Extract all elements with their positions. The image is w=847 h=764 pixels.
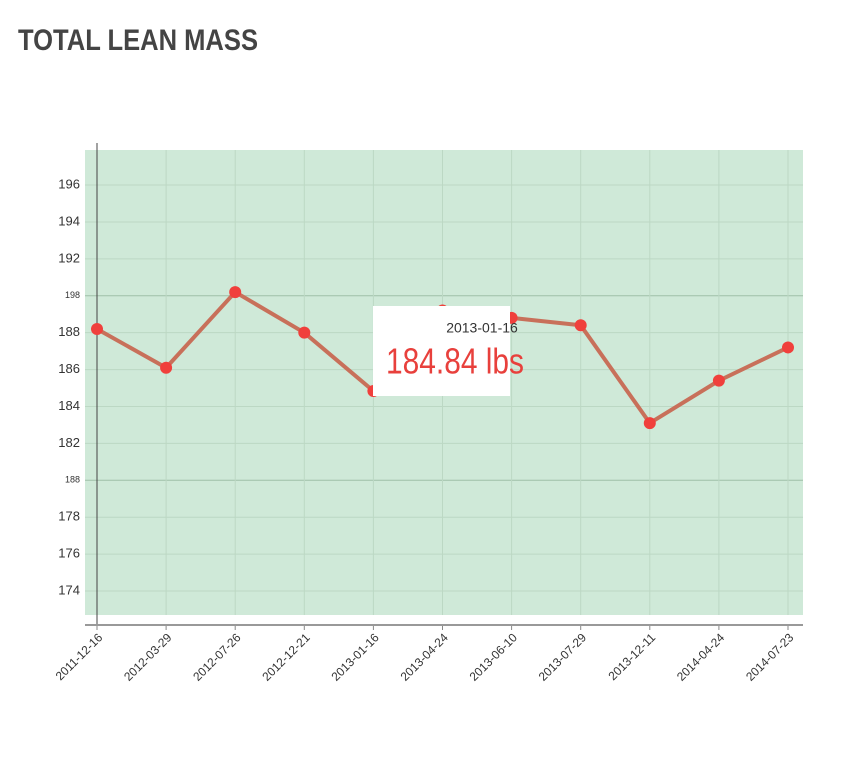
x-tick-label: 2012-07-26 [190, 630, 244, 684]
y-tick-label: 184 [58, 398, 80, 413]
marker [643, 417, 656, 430]
y-tick-label: 198 [65, 290, 80, 300]
marker [298, 326, 311, 339]
chart-title: TOTAL LEAN MASS [18, 24, 258, 57]
tooltip-date: 2013-01-16 [446, 320, 518, 336]
y-tick-label: 176 [58, 546, 80, 561]
y-tick-label: 182 [58, 435, 80, 450]
marker [91, 322, 103, 335]
x-tick-label: 2013-01-16 [328, 630, 382, 684]
x-tick-label: 2012-03-29 [121, 630, 175, 684]
marker [712, 374, 725, 387]
tooltip: 2013-01-16 184.84 lbs [373, 306, 524, 396]
tooltip-value: 184.84 lbs [386, 341, 524, 382]
x-tick-label: 2014-04-24 [674, 630, 728, 684]
marker [160, 361, 173, 374]
x-tick-label: 2013-04-24 [398, 630, 452, 684]
y-tick-label: 178 [58, 509, 80, 524]
y-tick-label: 188 [58, 324, 80, 339]
y-tick-label: 192 [58, 250, 80, 265]
x-tick-label: 2012-12-21 [259, 630, 313, 684]
x-tick-label: 2014-07-23 [743, 630, 797, 684]
marker [574, 319, 587, 332]
marker [229, 286, 242, 299]
y-tick-label: 186 [58, 361, 80, 376]
tooltip-box [373, 306, 510, 396]
x-tick-label: 2013-06-10 [467, 630, 521, 684]
y-tick-label: 174 [58, 582, 80, 597]
y-tick-label: 194 [58, 213, 80, 228]
x-tick-label: 2013-12-11 [605, 630, 658, 683]
marker [782, 341, 794, 354]
y-tick-label: 196 [58, 176, 80, 191]
x-tick-label: 2011-12-16 [53, 630, 106, 683]
x-tick-label: 2013-07-29 [536, 630, 590, 684]
y-tick-label: 188 [65, 475, 80, 485]
